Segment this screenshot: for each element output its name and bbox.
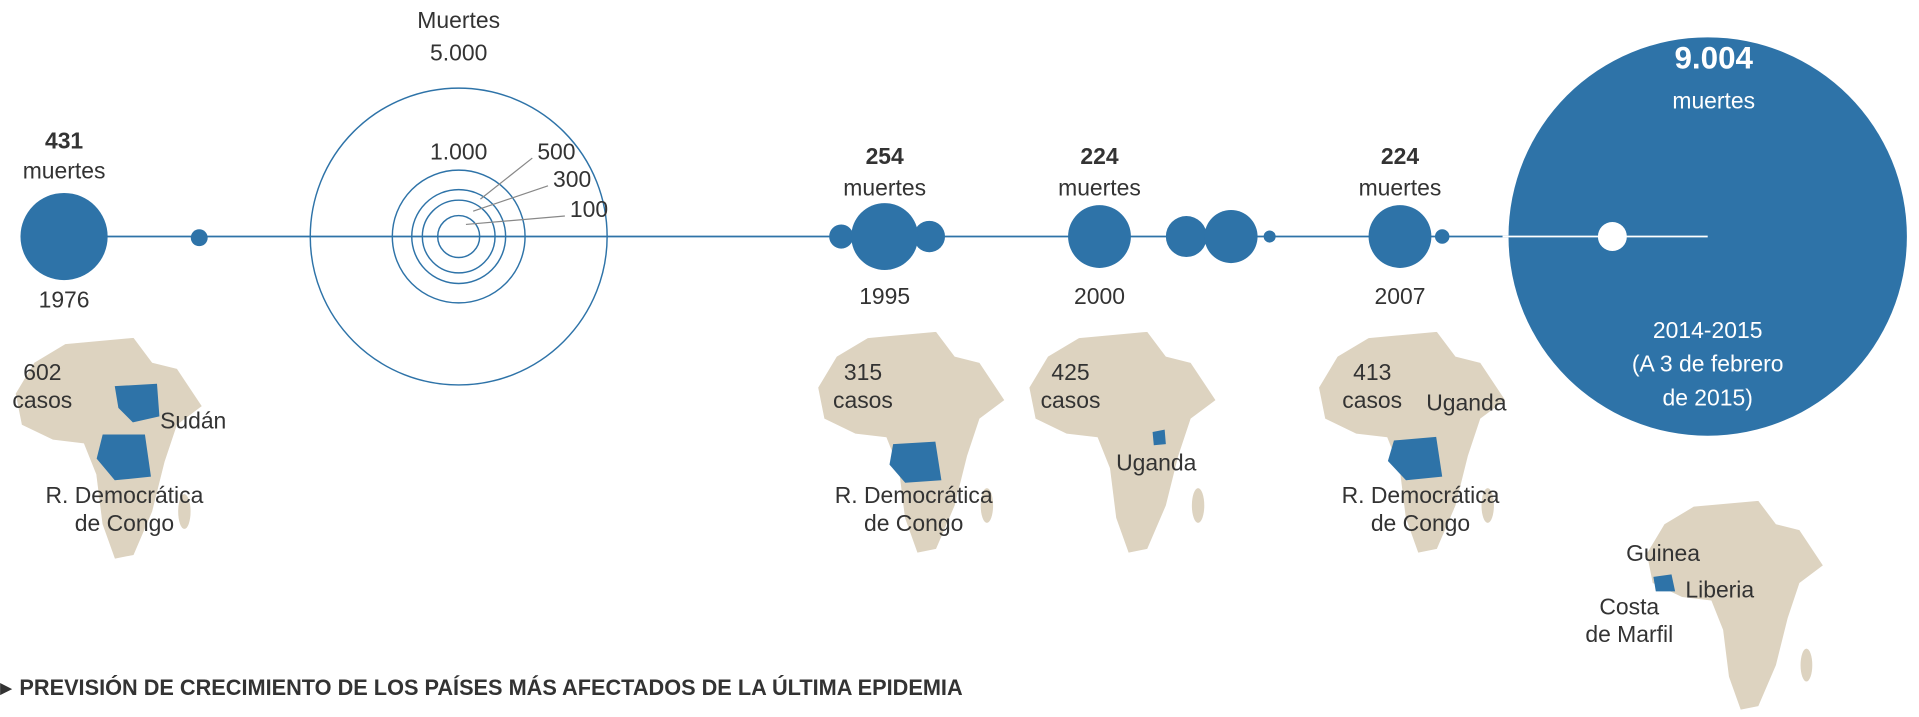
year: 1995 — [859, 283, 910, 309]
legend-label: 1.000 — [430, 138, 487, 164]
event-bubble — [1068, 205, 1131, 268]
country: Costa — [1599, 593, 1659, 619]
year: 2014-2015 — [1653, 317, 1763, 343]
deaths: 9.004 — [1674, 41, 1753, 76]
note: (A 3 de febrero — [1632, 351, 1784, 377]
deaths: 224 — [1381, 143, 1419, 169]
deaths-unit: muertes — [1672, 88, 1755, 114]
country: Guinea — [1626, 540, 1700, 566]
country: R. Democrática — [45, 482, 203, 508]
year: 1976 — [39, 287, 90, 313]
deaths: 224 — [1080, 143, 1118, 169]
leader — [472, 185, 549, 212]
deaths-unit: muertes — [1359, 175, 1442, 201]
cases: 602 — [23, 359, 61, 385]
year: 2000 — [1074, 283, 1125, 309]
country: de Congo — [864, 510, 963, 536]
leader — [465, 215, 565, 226]
country: de Congo — [75, 510, 174, 536]
country: Uganda — [1426, 389, 1506, 415]
cases-unit: casos — [12, 387, 72, 413]
deaths: 254 — [866, 143, 904, 169]
event-bubble — [1368, 205, 1432, 268]
year: 2007 — [1374, 283, 1425, 309]
deaths-unit: muertes — [1058, 175, 1141, 201]
country: Sudán — [160, 407, 226, 433]
note: de 2015) — [1662, 384, 1752, 410]
deaths: 431 — [45, 127, 83, 153]
event-bubble — [20, 192, 108, 281]
legend-label: 100 — [570, 196, 608, 222]
cases: 425 — [1051, 359, 1089, 385]
footer: PREVISIÓN DE CRECIMIENTO DE LOS PAÍSES M… — [19, 675, 963, 700]
current-dot — [1597, 222, 1627, 252]
cases-unit: casos — [1041, 387, 1101, 413]
footer-marker — [0, 683, 13, 696]
cases-unit: casos — [833, 387, 893, 413]
maps — [15, 331, 1823, 710]
cases-unit: casos — [1342, 387, 1402, 413]
deaths-unit: muertes — [23, 158, 106, 184]
country: Uganda — [1116, 450, 1196, 476]
legend-label: 300 — [553, 166, 591, 192]
event-bubble — [851, 203, 919, 270]
legend-title: Muertes — [417, 7, 500, 33]
country: de Congo — [1371, 510, 1470, 536]
country: Liberia — [1685, 576, 1754, 602]
country: de Marfil — [1585, 621, 1673, 647]
country: R. Democrática — [835, 482, 993, 508]
deaths-unit: muertes — [843, 175, 926, 201]
cases: 315 — [844, 359, 882, 385]
legend-label: 5.000 — [430, 39, 487, 65]
legend-label: 500 — [537, 138, 575, 164]
leader — [480, 157, 533, 200]
country: R. Democrática — [1342, 482, 1500, 508]
cases: 413 — [1353, 359, 1391, 385]
